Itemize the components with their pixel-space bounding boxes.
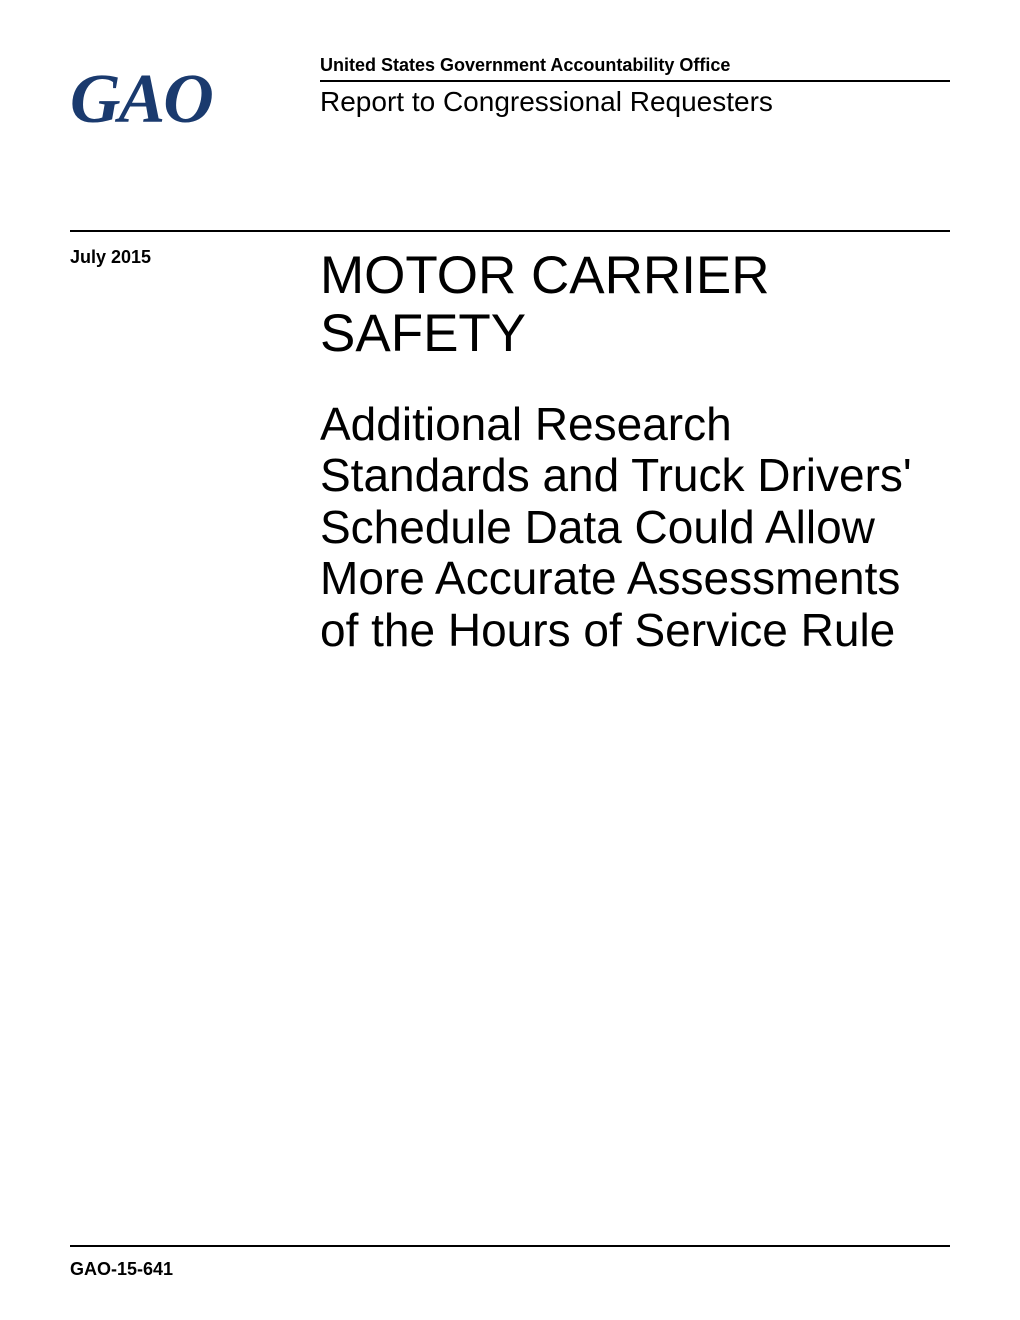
divider-bottom <box>70 1245 950 1247</box>
gao-logo: GAO <box>70 60 300 140</box>
main-content: July 2015 MOTOR CARRIER SAFETY Additiona… <box>70 247 950 656</box>
office-name: United States Government Accountability … <box>320 55 950 82</box>
divider-top <box>70 230 950 232</box>
date-text: July 2015 <box>70 247 300 268</box>
date-column: July 2015 <box>70 247 300 656</box>
title-column: MOTOR CARRIER SAFETY Additional Research… <box>320 247 950 656</box>
report-to: Report to Congressional Requesters <box>320 86 950 118</box>
header-text: United States Government Accountability … <box>320 55 950 118</box>
subtitle: Additional Research Standards and Truck … <box>320 399 950 657</box>
logo-container: GAO <box>70 55 300 140</box>
header-section: GAO United States Government Accountabil… <box>70 55 950 140</box>
main-title: MOTOR CARRIER SAFETY <box>320 247 950 364</box>
report-number: GAO-15-641 <box>70 1259 950 1280</box>
footer-section: GAO-15-641 <box>70 1245 950 1280</box>
